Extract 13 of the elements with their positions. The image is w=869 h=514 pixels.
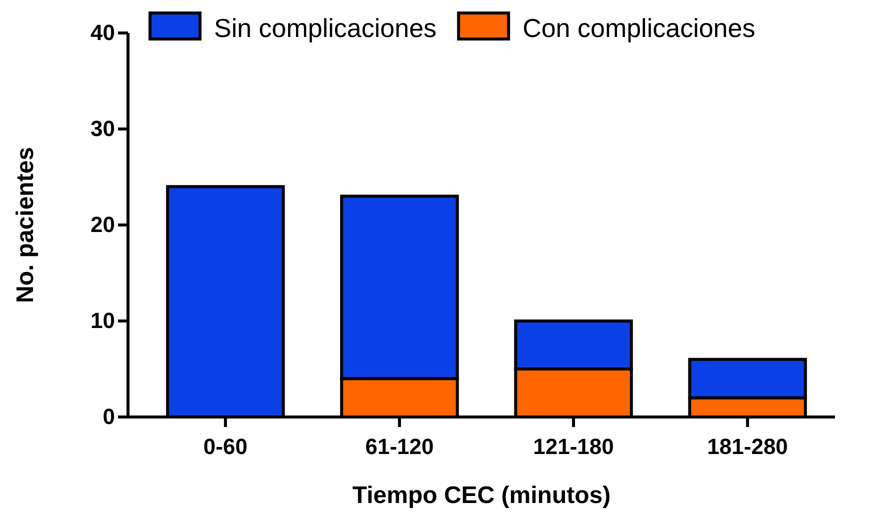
- y-tick-label: 40: [90, 20, 115, 46]
- x-tick-label: 61-120: [365, 434, 434, 460]
- y-tick-label: 10: [90, 308, 115, 334]
- x-axis-title: Tiempo CEC (minutos): [352, 482, 611, 509]
- x-tick-label: 121-180: [533, 434, 614, 460]
- legend-label: Con complicaciones: [522, 13, 756, 43]
- x-tick-label: 0-60: [203, 434, 248, 460]
- legend-label: Sin complicaciones: [214, 13, 437, 43]
- y-tick-label: 0: [102, 404, 115, 430]
- y-axis-title: No. pacientes: [12, 146, 39, 304]
- y-tick-label: 30: [90, 116, 115, 142]
- y-tick-label: 20: [90, 212, 115, 238]
- x-tick-label: 181-280: [707, 434, 788, 460]
